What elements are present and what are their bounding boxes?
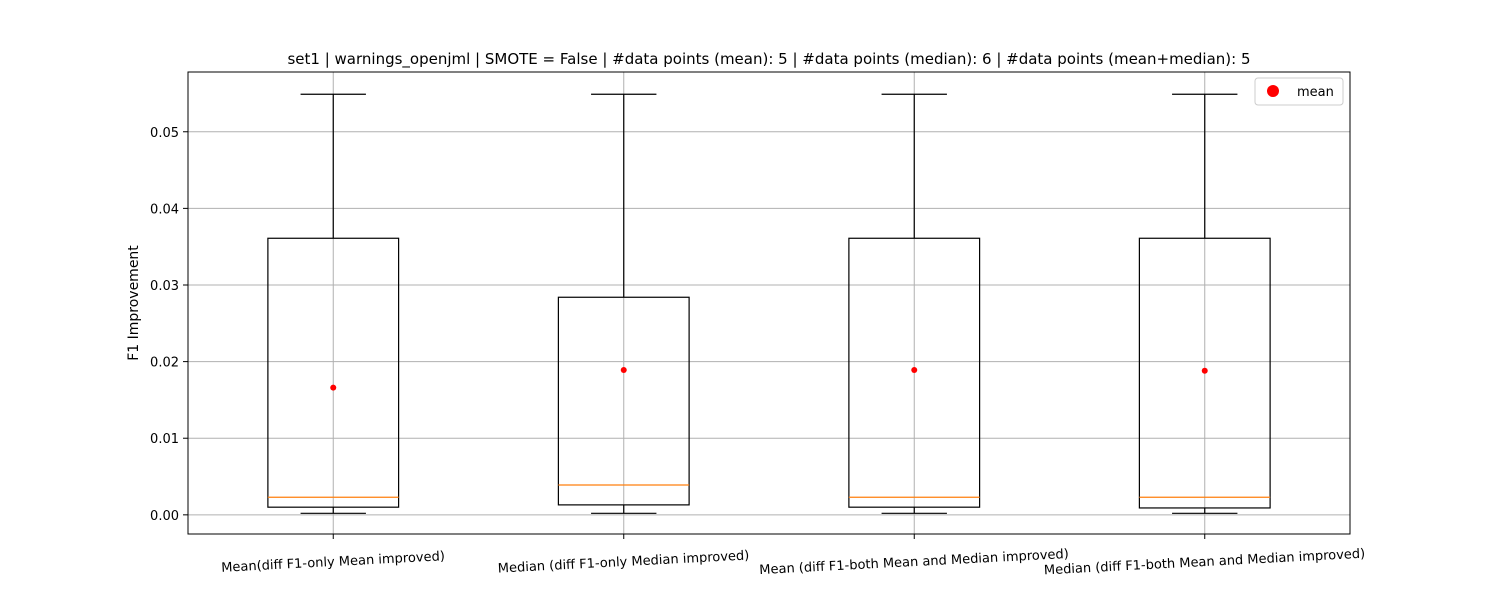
legend-mean-marker xyxy=(1267,85,1279,97)
chart-title: set1 | warnings_openjml | SMOTE = False … xyxy=(287,50,1250,69)
legend-box xyxy=(1254,77,1344,106)
box-iqr xyxy=(557,296,690,506)
legend-mean-label: mean xyxy=(1297,85,1334,100)
y-tick-label: 0.04 xyxy=(150,202,179,217)
y-tick-label: 0.05 xyxy=(150,126,179,141)
box-item xyxy=(557,93,690,514)
mean-point xyxy=(330,384,337,391)
box-item xyxy=(1138,93,1271,514)
box-item xyxy=(267,93,400,514)
x-tick-label: Mean (diff F1-both Mean and Median impro… xyxy=(759,547,1069,578)
x-tick-labels: Mean(diff F1-only Mean improved) Median (… xyxy=(221,547,1366,579)
box-iqr xyxy=(267,237,400,508)
y-tick-label: 0.02 xyxy=(150,356,179,371)
mean-point xyxy=(911,367,918,374)
boxes xyxy=(267,93,1271,514)
legend: mean xyxy=(1254,77,1344,106)
y-axis: 0.00 0.01 0.02 0.03 0.04 0.05 xyxy=(150,126,1206,539)
x-tick-label: Median (diff F1-both Mean and Median imp… xyxy=(1044,547,1366,579)
y-tick-label: 0.03 xyxy=(150,279,179,294)
x-tick-label: Mean(diff F1-only Mean improved) xyxy=(221,549,445,576)
box-item xyxy=(848,93,981,514)
box-iqr xyxy=(1138,237,1271,509)
mean-point xyxy=(1201,367,1208,374)
grid-lines xyxy=(188,72,1350,534)
y-axis-label: F1 Improvement xyxy=(126,245,142,361)
mean-point xyxy=(620,367,627,374)
plot-frame xyxy=(187,71,1351,535)
y-tick-label: 0.00 xyxy=(150,509,179,524)
box-iqr xyxy=(848,237,981,508)
y-tick-label: 0.01 xyxy=(150,432,179,447)
x-tick-label: Median (diff F1-only Median improved) xyxy=(497,548,749,576)
